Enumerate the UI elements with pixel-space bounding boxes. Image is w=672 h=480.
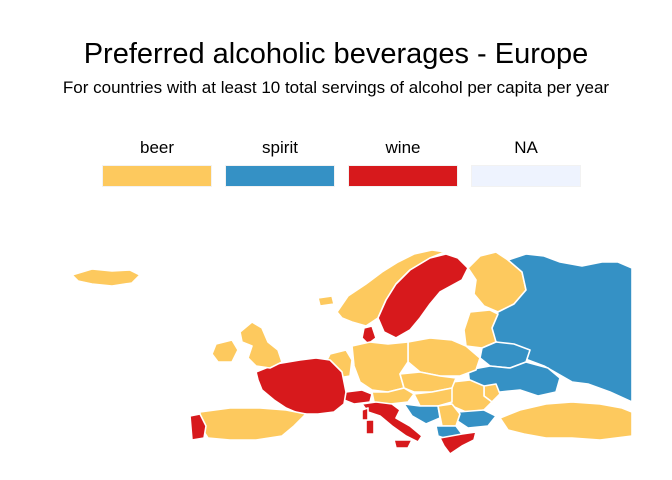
country-greece: [439, 431, 477, 455]
country-united-kingdom: [239, 321, 283, 369]
legend-swatch-beer: [102, 165, 212, 187]
country-germany: [351, 341, 409, 393]
country-ireland: [211, 339, 239, 363]
country-poland: [407, 337, 481, 377]
country-spain: [199, 407, 307, 441]
legend-item-spirit: spirit: [224, 137, 336, 187]
legend-item-beer: beer: [101, 137, 213, 187]
country-shetland: [317, 295, 335, 307]
country-croatia-balkans: [403, 403, 441, 425]
country-iceland: [71, 268, 141, 287]
country-russia: [489, 253, 633, 403]
country-switzerland: [343, 389, 373, 405]
country-baltics: [463, 309, 499, 349]
legend-swatch-spirit: [225, 165, 335, 187]
legend-label-beer: beer: [139, 138, 175, 157]
map-subtitle: For countries with at least 10 total ser…: [62, 78, 610, 97]
country-italy: [361, 401, 423, 443]
legend: beer spirit wine NA: [101, 137, 582, 187]
country-sicily: [393, 439, 413, 449]
country-denmark: [361, 325, 377, 345]
legend-label-na: NA: [514, 138, 538, 157]
country-portugal: [189, 413, 207, 441]
country-corsica: [361, 407, 369, 421]
country-france: [255, 357, 347, 415]
country-turkey: [499, 401, 633, 441]
legend-swatch-wine: [348, 165, 458, 187]
map-title: Preferred alcoholic beverages - Europe: [83, 38, 589, 70]
country-sweden: [377, 253, 469, 339]
legend-label-wine: wine: [385, 138, 421, 157]
legend-item-wine: wine: [347, 137, 459, 187]
legend-label-spirit: spirit: [262, 138, 298, 157]
country-bulgaria: [455, 409, 497, 429]
legend-swatch-na: [471, 165, 581, 187]
country-sardinia: [365, 419, 375, 435]
legend-item-na: NA: [470, 137, 582, 187]
